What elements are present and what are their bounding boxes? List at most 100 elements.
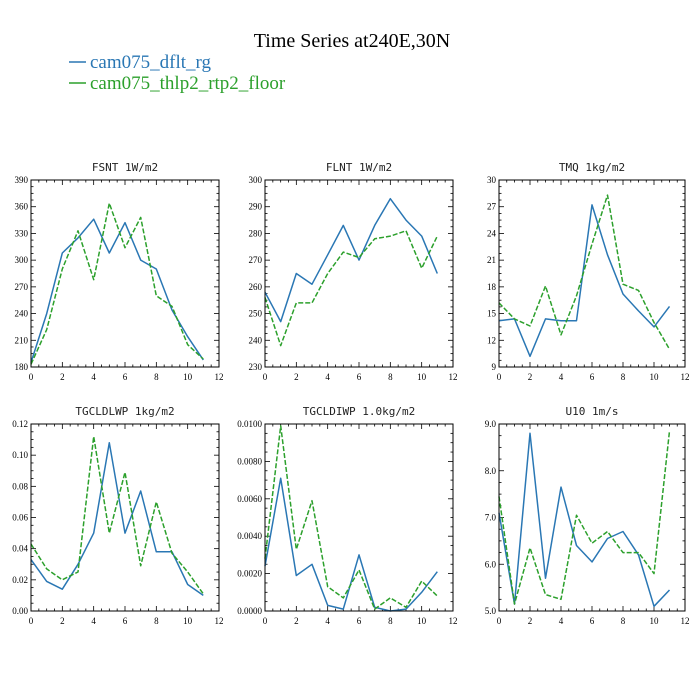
plot-frame	[30, 179, 220, 368]
x-tick-label: 6	[590, 372, 595, 382]
series-line-thlp2	[264, 425, 438, 610]
x-tick-label: 12	[449, 372, 458, 382]
x-tick-label: 4	[325, 616, 330, 626]
y-tick-label: 15	[487, 309, 497, 319]
panel-6: U10 1m/s 0 2 4 6 8 10 12 5.0 6.0 7.0 8.0 9.0	[485, 405, 690, 626]
y-tick-label: 5.0	[485, 606, 497, 616]
series-line-thlp2	[30, 202, 204, 365]
x-tick-label: 4	[91, 372, 96, 382]
series-line-dflt	[30, 441, 204, 597]
x-tick-label: 10	[417, 372, 427, 382]
y-tick-label: 260	[249, 282, 263, 292]
y-tick-label: 21	[487, 255, 496, 265]
plot-frame	[498, 179, 686, 368]
x-tick-label: 6	[590, 616, 595, 626]
x-tick-label: 2	[528, 616, 533, 626]
panel-5: TGCLDIWP 1.0kg/m2 0 2 4 6 8 10 12 0.0000 0.0020 0.…	[237, 405, 457, 626]
legend-label-thlp2: cam075_thlp2_rtp2_floor	[90, 73, 286, 94]
y-tick-label: 0.10	[12, 450, 28, 460]
y-tick-label: 12	[487, 335, 496, 345]
y-tick-label: 30	[487, 175, 497, 185]
y-tick-label: 0.12	[12, 419, 28, 429]
series-line-thlp2	[30, 435, 204, 595]
y-tick-label: 0.04	[12, 544, 28, 554]
y-tick-label: 9	[492, 362, 497, 372]
x-tick-label: 6	[357, 372, 362, 382]
y-tick-label: 9.0	[485, 419, 497, 429]
x-tick-label: 6	[357, 616, 362, 626]
y-tick-label: 24	[487, 228, 497, 238]
x-tick-label: 8	[154, 372, 159, 382]
panel-2: FLNT 1W/m2 0 2 4 6 8 10 12 230 240 250 260 270 280 290…	[249, 161, 458, 382]
y-tick-label: 18	[487, 282, 497, 292]
y-tick-label: 0.02	[12, 575, 28, 585]
x-tick-label: 2	[60, 616, 65, 626]
panel-title: FLNT 1W/m2	[326, 161, 392, 174]
x-tick-label: 12	[449, 616, 458, 626]
y-tick-label: 390	[15, 175, 29, 185]
x-tick-label: 0	[263, 616, 268, 626]
panel-4: TGCLDLWP 1kg/m2 0 2 4 6 8 10 12 0.00 0.02 0.04 0.06…	[12, 405, 223, 626]
series-line-thlp2	[498, 430, 671, 605]
figure-legend: cam075_dflt_rg cam075_thlp2_rtp2_floor	[69, 52, 286, 94]
y-tick-label: 270	[249, 255, 263, 265]
y-tick-label: 180	[15, 362, 29, 372]
y-tick-label: 0.00	[12, 606, 28, 616]
panel-1: FSNT 1W/m2 0 2 4 6 8 10 12 180 210 240 270 300 330 360…	[15, 161, 224, 382]
y-tick-label: 7.0	[485, 513, 497, 523]
y-tick-label: 0.0040	[237, 531, 262, 541]
y-tick-label: 230	[249, 362, 263, 372]
series-line-dflt	[498, 204, 671, 358]
series-line-dflt	[264, 197, 438, 323]
x-tick-label: 4	[559, 616, 564, 626]
x-tick-label: 8	[388, 616, 393, 626]
plot-frame	[264, 179, 454, 368]
figure-title: Time Series at240E,30N	[254, 30, 450, 52]
x-tick-label: 8	[621, 372, 626, 382]
y-tick-label: 290	[249, 202, 263, 212]
x-tick-label: 10	[417, 616, 427, 626]
y-tick-label: 0.08	[12, 481, 28, 491]
series-line-dflt	[498, 432, 671, 608]
y-tick-label: 0.0080	[237, 456, 262, 466]
y-tick-label: 27	[487, 202, 497, 212]
x-tick-label: 0	[497, 372, 502, 382]
y-tick-label: 300	[249, 175, 263, 185]
series-line-dflt	[264, 477, 438, 612]
y-tick-label: 240	[15, 309, 29, 319]
x-tick-label: 12	[681, 616, 690, 626]
x-tick-label: 12	[215, 372, 224, 382]
x-tick-label: 4	[559, 372, 564, 382]
y-tick-label: 0.06	[12, 513, 28, 523]
panel-title: U10 1m/s	[566, 405, 619, 418]
x-tick-label: 12	[215, 616, 224, 626]
series-line-thlp2	[264, 230, 438, 347]
panel-title: FSNT 1W/m2	[92, 161, 158, 174]
y-tick-label: 0.0100	[237, 419, 262, 429]
chart-panels: FSNT 1W/m20 2 4 6 8 10 12180210240270300330360…	[12, 161, 689, 626]
y-tick-label: 8.0	[485, 466, 497, 476]
x-tick-label: 10	[650, 372, 660, 382]
x-tick-label: 0	[29, 616, 34, 626]
x-tick-label: 2	[60, 372, 65, 382]
plot-frame	[498, 423, 686, 612]
x-tick-label: 2	[528, 372, 533, 382]
x-tick-label: 4	[325, 372, 330, 382]
y-tick-label: 250	[249, 309, 263, 319]
series-line-thlp2	[498, 194, 671, 350]
y-tick-label: 0.0060	[237, 494, 262, 504]
legend-label-dflt: cam075_dflt_rg	[90, 52, 212, 73]
x-tick-label: 8	[621, 616, 626, 626]
panel-title: TGCLDIWP 1.0kg/m2	[303, 405, 416, 418]
y-tick-label: 6.0	[485, 559, 497, 569]
y-tick-label: 270	[15, 282, 29, 292]
y-tick-label: 280	[249, 228, 263, 238]
y-tick-label: 360	[15, 202, 29, 212]
x-tick-label: 4	[91, 616, 96, 626]
x-tick-label: 2	[294, 616, 299, 626]
plot-frame	[264, 423, 454, 612]
x-tick-label: 8	[388, 372, 393, 382]
y-tick-label: 330	[15, 228, 29, 238]
